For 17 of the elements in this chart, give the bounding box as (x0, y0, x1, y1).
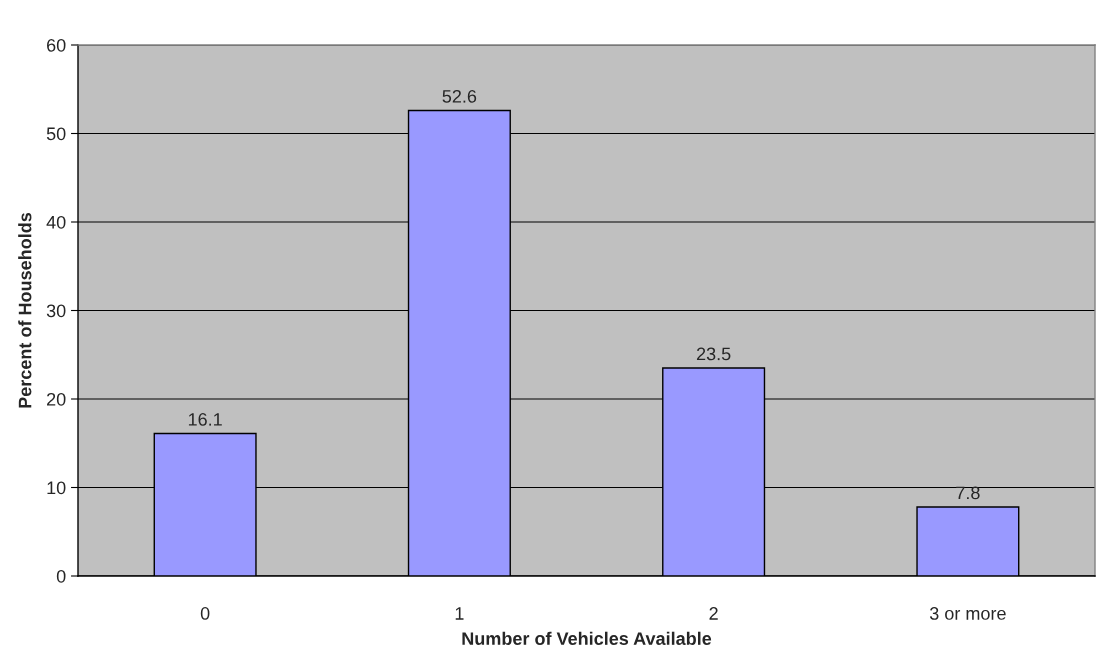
y-axis-title: Percent of Households (18, 212, 32, 408)
y-tick-label: 10 (47, 481, 66, 495)
data-label: 16.1 (188, 412, 222, 426)
x-tick-label: 2 (709, 607, 718, 620)
x-tick-label: 0 (200, 607, 210, 620)
y-tick-label: 0 (56, 569, 66, 583)
x-axis-title: Number of Vehicles Available (462, 631, 712, 645)
y-tick-label: 40 (46, 215, 66, 229)
y-tick-label: 30 (46, 304, 66, 318)
x-tick-label: 3 or more (929, 607, 1006, 620)
data-label: 23.5 (696, 347, 731, 361)
data-label: 7.8 (956, 486, 980, 500)
x-tick-label: 1 (455, 607, 464, 620)
data-label: 52.6 (442, 89, 477, 103)
y-tick-label: 50 (46, 127, 66, 141)
y-tick-label: 20 (47, 392, 66, 406)
y-tick-label: 60 (47, 38, 66, 52)
